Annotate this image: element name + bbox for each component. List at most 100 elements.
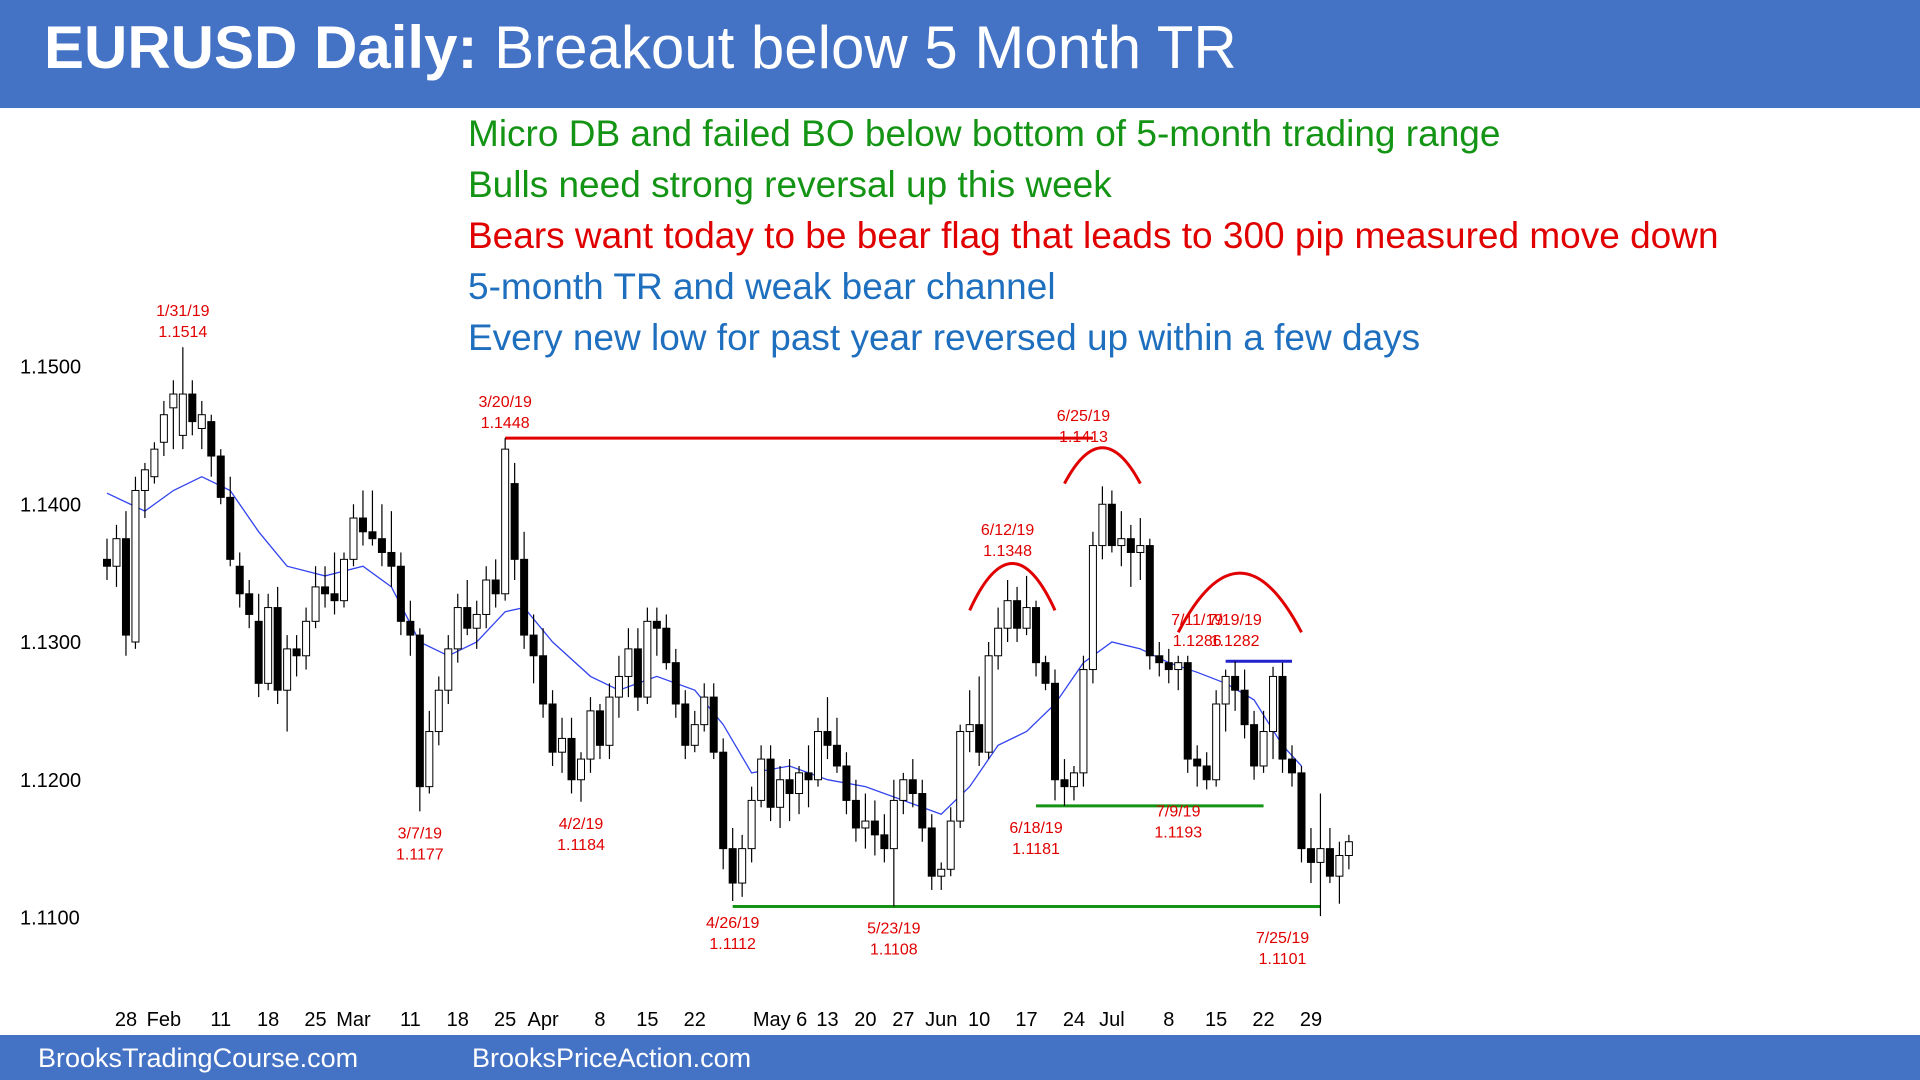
bear-candle — [368, 531, 377, 540]
bear-candle — [633, 648, 642, 698]
bear-candle — [766, 758, 775, 808]
bull-candle — [434, 689, 443, 733]
x-axis: 28 Feb 11 18 25 Mar 11 18 25 Apr 8 15 22 May 6 13 20 27 J… — [115, 1009, 1322, 1031]
x-tick-label: 17 — [1015, 1009, 1037, 1031]
bull-candle — [169, 393, 178, 409]
bear-candle — [235, 565, 244, 595]
bull-candle — [1212, 703, 1221, 781]
bull-candle — [899, 779, 908, 801]
annotation-price: 1.1108 — [870, 941, 918, 958]
annotation-price: 1.1101 — [1259, 951, 1307, 968]
bull-candle — [690, 724, 699, 746]
x-tick-label: 18 — [447, 1009, 469, 1031]
bull-candle — [994, 627, 1003, 657]
bull-candle — [140, 469, 149, 491]
bull-candle — [738, 848, 747, 884]
bear-candle — [510, 483, 519, 560]
bull-candle — [558, 737, 567, 753]
bull-candle — [605, 696, 614, 746]
bear-candle — [823, 731, 832, 746]
y-tick-label: 1.1500 — [20, 357, 81, 379]
note-1: Micro DB and failed BO below bottom of 5… — [468, 113, 1501, 154]
chart-title: EURUSD Daily: Breakout below 5 Month TR — [44, 18, 1237, 78]
annotation-price: 1.1514 — [158, 324, 207, 341]
annotation-price: 1.1193 — [1154, 824, 1202, 841]
bull-candle — [861, 820, 870, 829]
x-tick-label: Mar — [336, 1009, 371, 1031]
top-pattern-arc — [1176, 571, 1303, 634]
bear-candle — [216, 455, 225, 498]
bull-candle — [1221, 675, 1230, 705]
price-chart: 1.1500 1.1400 1.1300 1.1200 1.1100 28 Feb 11 18… — [20, 303, 1353, 1031]
bear-candle — [188, 393, 197, 423]
bear-candle — [842, 765, 851, 801]
note-3: Bears want today to be bear flag that le… — [468, 215, 1719, 256]
x-tick-label: 13 — [816, 1009, 838, 1031]
footer-left-site: BrooksTradingCourse.com — [38, 1043, 359, 1073]
bull-candle — [283, 648, 292, 691]
x-tick-label: 20 — [854, 1009, 876, 1031]
bear-candle — [1051, 682, 1059, 781]
annotation-price: 1.1184 — [557, 837, 605, 854]
bear-candle — [292, 648, 301, 657]
bear-candle — [529, 634, 538, 657]
x-tick-label: Jul — [1099, 1009, 1125, 1031]
bear-candle — [1202, 765, 1211, 781]
bear-candle — [245, 593, 254, 615]
annotation-price: 1.1282 — [1211, 633, 1260, 650]
bear-candle — [832, 744, 841, 767]
bear-candle — [785, 779, 794, 795]
top-pattern-arc — [1063, 446, 1142, 485]
x-tick-label: May 6 — [753, 1009, 807, 1031]
chart-title-rest: Breakout below 5 Month TR — [477, 14, 1237, 81]
bear-candle — [908, 779, 917, 795]
bull-candle — [1079, 669, 1088, 774]
bear-candle — [254, 620, 263, 684]
bear-candle — [463, 607, 472, 629]
annotation-date: 7/9/19 — [1156, 803, 1201, 820]
y-tick-label: 1.1200 — [20, 770, 81, 792]
bull-candle — [586, 710, 595, 760]
pattern-arcs — [968, 446, 1303, 634]
annotation-price: 1.1112 — [709, 936, 756, 953]
bull-candle — [340, 558, 348, 602]
bear-candle — [1231, 675, 1240, 691]
annotation-date: 7/25/19 — [1256, 930, 1309, 947]
note-4: 5-month TR and weak bear channel — [468, 266, 1056, 307]
bear-candle — [491, 579, 500, 595]
bear-candle — [1193, 758, 1202, 767]
bull-candle — [1335, 855, 1344, 877]
annotation-price: 1.1448 — [481, 415, 530, 432]
bull-candle — [643, 620, 652, 698]
bull-candle — [131, 489, 140, 643]
bear-candle — [1240, 689, 1249, 726]
bear-candle — [880, 834, 889, 850]
bear-candle — [1155, 655, 1164, 664]
bull-candle — [159, 414, 168, 443]
bear-candle — [1278, 675, 1287, 760]
bear-candle — [918, 793, 927, 829]
bear-candle — [1288, 758, 1296, 774]
x-tick-label: 22 — [1252, 1009, 1274, 1031]
bear-candle — [377, 538, 386, 553]
bull-candle — [1136, 545, 1145, 553]
x-tick-label: 11 — [400, 1009, 421, 1031]
bear-candle — [595, 710, 604, 746]
bear-candle — [1325, 848, 1334, 877]
bear-candle — [321, 586, 330, 595]
bull-candle — [614, 675, 623, 698]
bull-candle — [482, 579, 491, 615]
x-tick-label: 15 — [1205, 1009, 1227, 1031]
annotation-price: 1.1286 — [1173, 633, 1222, 650]
bull-candle — [1098, 503, 1107, 547]
top-pattern-arc — [968, 562, 1057, 611]
x-tick-label: 27 — [892, 1009, 914, 1031]
bear-candle — [1145, 545, 1154, 657]
bear-candle — [1107, 503, 1116, 547]
bull-candle — [984, 655, 993, 753]
x-tick-label: 18 — [257, 1009, 279, 1031]
x-tick-label: 22 — [684, 1009, 706, 1031]
bear-candle — [728, 848, 737, 884]
bear-candle — [103, 558, 111, 567]
x-tick-label: 24 — [1063, 1009, 1085, 1031]
